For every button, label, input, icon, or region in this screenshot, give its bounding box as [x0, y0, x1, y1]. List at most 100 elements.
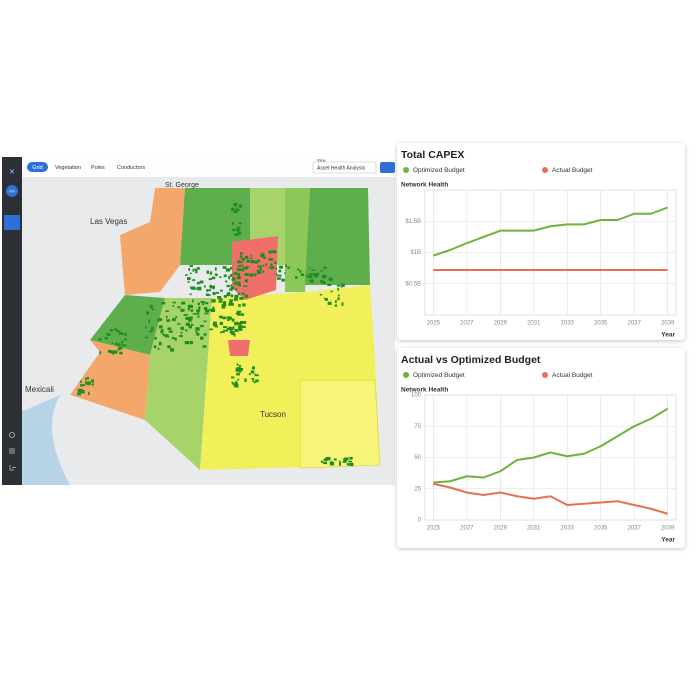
asset-dot: [257, 265, 262, 268]
asset-dot: [209, 308, 211, 312]
nav-icon[interactable]: [9, 465, 16, 471]
asset-dot: [121, 340, 124, 344]
x-tick-label: 2027: [460, 321, 474, 327]
asset-dot: [190, 309, 194, 312]
asset-dot: [202, 345, 207, 348]
x-tick-label: 2027: [460, 526, 474, 532]
asset-dot: [172, 318, 176, 321]
asset-dot: [236, 363, 239, 366]
region: [70, 340, 150, 420]
tab[interactable]: Vegetation: [55, 165, 81, 171]
tab[interactable]: Conductors: [117, 165, 145, 171]
asset-dot: [349, 462, 354, 467]
asset-dot: [233, 297, 238, 301]
asset-dot: [237, 325, 243, 329]
asset-dot: [229, 299, 234, 302]
asset-dot: [230, 294, 234, 298]
series-line: [433, 482, 668, 515]
asset-dot: [252, 380, 255, 383]
asset-dot: [270, 266, 275, 270]
asset-dot: [212, 292, 216, 296]
asset-dot: [237, 281, 241, 285]
legend-swatch: [542, 167, 548, 173]
asset-dot: [259, 267, 262, 271]
chart-title: Actual vs Optimized Budget: [401, 354, 541, 366]
nav-active[interactable]: [4, 215, 20, 230]
asset-dot: [223, 295, 227, 298]
asset-dot: [325, 298, 329, 301]
map-label: Mexicali: [25, 385, 54, 394]
asset-dot: [187, 281, 190, 283]
asset-dot: [117, 347, 120, 351]
asset-dot: [199, 325, 204, 328]
asset-dot: [228, 328, 233, 331]
asset-dot: [241, 313, 244, 316]
asset-dot: [223, 329, 225, 333]
asset-dot: [237, 292, 241, 296]
asset-dot: [250, 370, 255, 374]
asset-dot: [344, 457, 349, 460]
nav-icon[interactable]: [9, 448, 15, 454]
asset-dot: [341, 302, 344, 306]
asset-dot: [237, 265, 241, 268]
asset-dot: [268, 258, 274, 261]
asset-dot: [308, 267, 311, 269]
asset-dot: [222, 266, 227, 269]
map-label: Tucson: [260, 410, 286, 419]
asset-dot: [168, 330, 173, 333]
view-dropdown[interactable]: [312, 161, 377, 174]
asset-dot: [309, 279, 314, 283]
nav-icon[interactable]: [9, 432, 15, 438]
asset-dot: [225, 268, 230, 272]
asset-dot: [124, 332, 127, 337]
asset-dot: [210, 308, 216, 312]
map-label: Las Vegas: [90, 217, 127, 226]
asset-dot: [219, 315, 223, 319]
asset-dot: [99, 351, 102, 355]
asset-dot: [244, 273, 249, 276]
asset-dot: [180, 308, 185, 312]
asset-dot: [237, 283, 241, 287]
asset-dot: [311, 269, 316, 271]
asset-dot: [212, 323, 218, 327]
asset-dot: [223, 274, 227, 278]
asset-dot: [219, 276, 222, 279]
view-value[interactable]: Asset Health Analysis: [317, 165, 366, 171]
asset-dot: [148, 319, 151, 323]
asset-dot: [196, 332, 200, 336]
tab[interactable]: Poles: [91, 165, 105, 171]
map: St. George Las Vegas Mexicali Tucson: [2, 182, 381, 485]
x-tick-label: 2037: [627, 321, 641, 327]
asset-dot: [198, 306, 201, 310]
asset-dot: [254, 260, 259, 264]
asset-dot: [244, 378, 247, 382]
y-tick-label: 0: [418, 518, 422, 524]
asset-dot: [281, 278, 285, 282]
asset-dot: [323, 266, 327, 270]
asset-dot: [192, 279, 196, 282]
chart-card: [397, 348, 685, 548]
tab-active[interactable]: [27, 162, 48, 172]
asset-dot: [349, 456, 353, 460]
asset-dot: [189, 340, 194, 345]
asset-dot: [214, 273, 217, 276]
action-button[interactable]: [380, 162, 395, 173]
asset-dot: [118, 347, 123, 350]
asset-dot: [268, 250, 273, 254]
asset-dot: [231, 277, 236, 281]
asset-dot: [212, 306, 215, 310]
asset-dot: [244, 279, 249, 282]
region: [120, 188, 185, 295]
asset-dot: [165, 315, 168, 319]
asset-dot: [241, 292, 245, 295]
avatar[interactable]: [6, 185, 18, 197]
asset-dot: [161, 302, 166, 305]
logo: ✕: [9, 169, 15, 176]
tab[interactable]: Grid: [32, 165, 42, 171]
asset-dot: [219, 321, 224, 326]
asset-dot: [227, 316, 231, 319]
asset-dot: [320, 460, 324, 463]
asset-dot: [230, 302, 234, 306]
asset-dot: [226, 284, 231, 288]
asset-dot: [253, 381, 256, 384]
